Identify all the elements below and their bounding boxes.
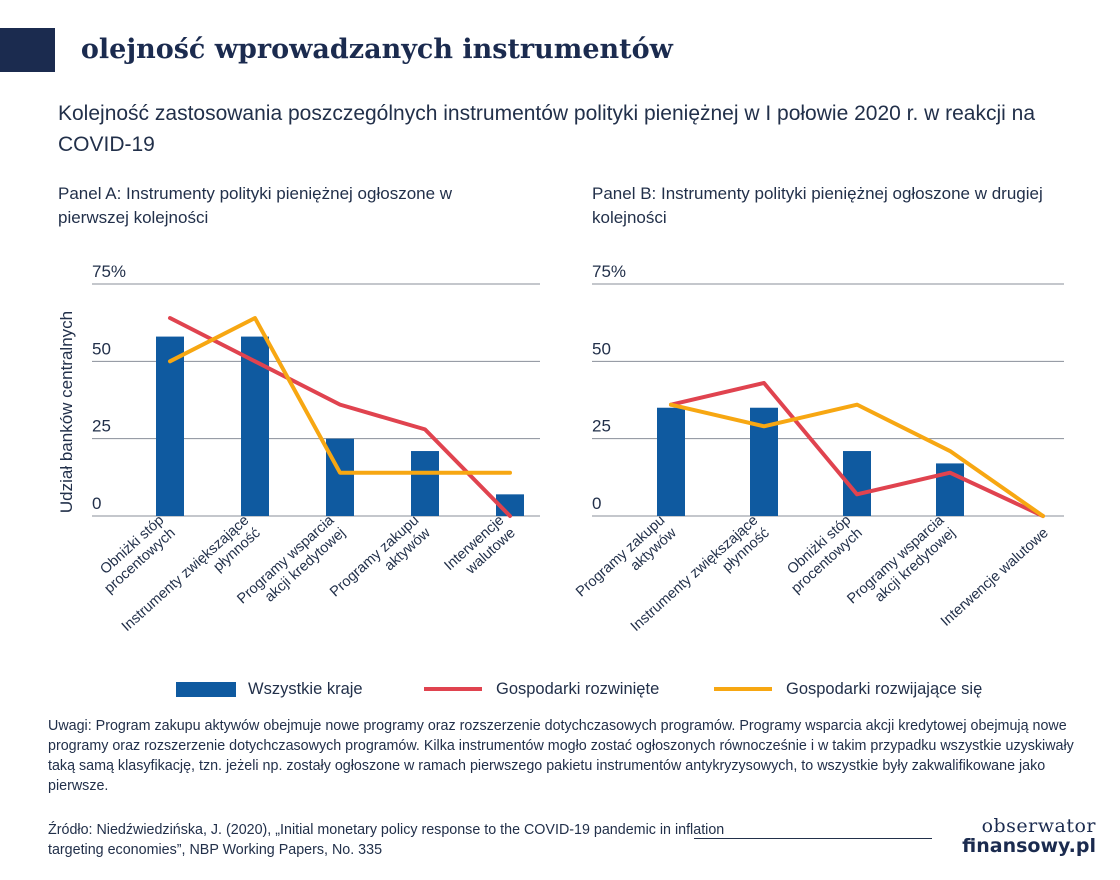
bar [156,336,184,516]
line-developed [669,380,1045,518]
charts-canvas: 0 25 50 75% Udział banków centralnych Obniżki… [57,262,1064,635]
notes: Uwagi: Program zakupu aktywów obejmuje n… [48,718,1074,794]
publisher-logo[interactable]: obserwator finansowy.pl [946,816,1096,856]
legend-label-emerging: Gospodarki rozwijające się [786,679,983,698]
legend-label-all: Wszystkie kraje [248,679,363,698]
x-category-label: Interwencje walutowe [938,525,1052,630]
panel-b-title: Panel B: Instrumenty polityki pieniężnej… [592,184,1043,227]
logo-line-1: obserwator [981,815,1096,837]
source: Źródło: Niedźwiedzińska, J. (2020), „Ini… [48,822,725,858]
logo-line-2: finansowy.pl [962,835,1096,857]
y-tick-label: 75% [92,262,126,281]
y-tick-label: 50 [592,339,611,358]
bar [326,438,354,516]
x-category-label-line: Interwencje walutowe [938,525,1052,630]
bar [411,451,439,516]
y-tick-label: 25 [592,417,611,436]
legend-label-developed: Gospodarki rozwinięte [496,679,660,698]
page-title: Kolejność wprowadzanych instrumentów [58,28,673,72]
legend-swatch-developed [424,687,482,691]
y-tick-label: 50 [92,339,111,358]
title-text: olejność wprowadzanych instrumentów [80,34,673,65]
header-band [0,28,55,72]
source-divider [694,838,932,839]
y-tick-label: 0 [592,494,601,513]
line-emerging [669,402,1045,518]
legend-item-developed: Gospodarki rozwinięte [424,676,659,702]
line-developed [168,316,512,518]
legend-swatch-emerging [714,687,772,691]
y-tick-label: 75% [592,262,626,281]
legend-item-emerging: Gospodarki rozwijające się [714,676,982,702]
y-axis-label: Udział banków centralnych [57,311,76,513]
legend-item-all: Wszystkie kraje [176,676,363,702]
chart-subtitle: Kolejność zastosowania poszczególnych in… [58,102,1036,156]
legend: Wszystkie kraje Gospodarki rozwinięte Go… [0,676,1120,702]
y-tick-label: 25 [92,417,111,436]
y-tick-label: 0 [92,494,101,513]
line-emerging [168,316,512,475]
bar [657,407,685,516]
legend-swatch-bars [176,681,236,697]
panel-a-title: Panel A: Instrumenty polityki pieniężnej… [58,184,453,227]
title-initial: K [58,34,81,65]
